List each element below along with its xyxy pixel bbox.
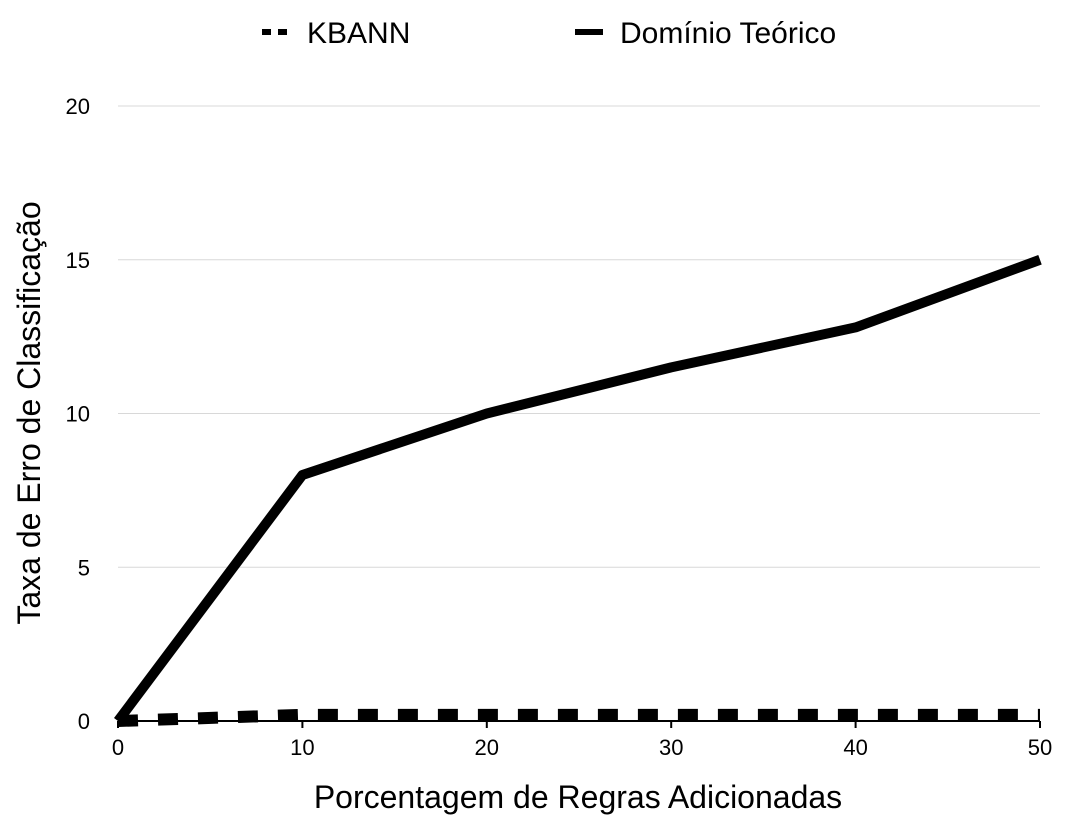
- series-line-dominio-teorico: [113, 255, 1042, 724]
- x-tick-label: 0: [112, 735, 124, 760]
- legend: KBANN Domínio Teórico: [262, 17, 836, 50]
- gridlines: [118, 105, 1040, 568]
- series-line-kbann: [117, 708, 1040, 727]
- y-tick-label: 15: [66, 248, 90, 273]
- y-tick-label: 20: [66, 94, 90, 119]
- y-tick-label: 5: [78, 555, 90, 580]
- x-axis-ticks: 0 10 20 30 40 50: [112, 721, 1052, 760]
- series-lines: [113, 255, 1042, 727]
- y-axis-label: Taxa de Erro de Classificação: [11, 201, 47, 624]
- x-tick-label: 40: [843, 735, 867, 760]
- legend-label: KBANN: [307, 17, 410, 50]
- y-axis-ticks: 0 5 10 15 20: [66, 94, 90, 734]
- x-axis-label: Porcentagem de Regras Adicionadas: [314, 779, 842, 815]
- x-tick-label: 30: [659, 735, 683, 760]
- x-tick-label: 10: [290, 735, 314, 760]
- legend-label: Domínio Teórico: [620, 17, 836, 50]
- x-tick-label: 20: [475, 735, 499, 760]
- y-tick-label: 10: [66, 402, 90, 427]
- x-tick-label: 50: [1028, 735, 1052, 760]
- y-tick-label: 0: [78, 709, 90, 734]
